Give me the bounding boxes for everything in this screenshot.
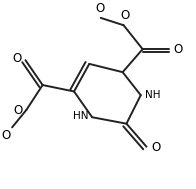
Text: O: O [1, 129, 10, 142]
Text: O: O [173, 43, 182, 56]
Text: HN: HN [73, 111, 88, 121]
Text: O: O [120, 9, 129, 22]
Text: NH: NH [145, 90, 160, 100]
Text: O: O [12, 52, 22, 65]
Text: O: O [13, 104, 23, 117]
Text: O: O [151, 141, 161, 154]
Text: O: O [95, 2, 104, 15]
